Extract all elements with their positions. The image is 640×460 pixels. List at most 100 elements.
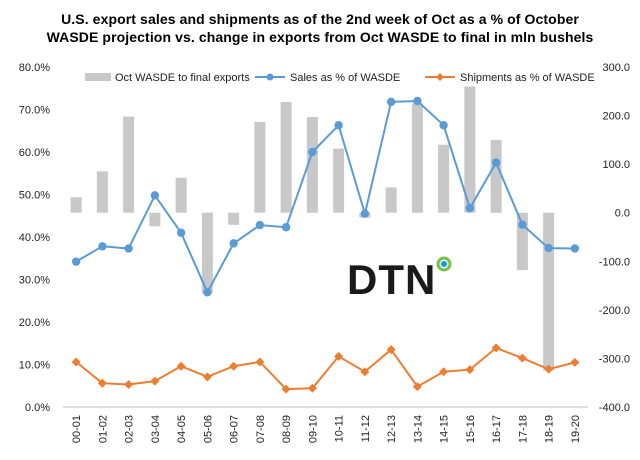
shipments-line [75,346,576,391]
legend-label-shipments: Shipments as % of WASDE [460,72,595,84]
sales-point [98,242,107,251]
bar [464,86,476,213]
x-tick-label: 03-04 [150,415,162,443]
shipments-point [491,343,501,353]
left-tick-label: 60.0% [19,147,50,159]
x-tick-label: 01-02 [97,415,109,443]
bar [96,171,108,213]
shipments-point [360,367,370,377]
dtn-logo: DTN [347,256,452,303]
shipments-point [255,357,265,367]
shipments-point [334,351,344,361]
right-tick-label: -200.0 [599,305,630,317]
right-tick-label: 0.0 [615,208,630,220]
sales-point [544,243,553,253]
bar-series-group [70,86,555,371]
bar [411,103,423,213]
sales-point [281,223,291,232]
bar [70,197,82,213]
shipments-point [412,382,422,392]
right-axis: -400.0 -300.0 -200.0 -100.0 0.0 100.0 200.0 300… [599,62,630,414]
left-axis: 0.0% 10.0% 20.0% 30.0% 40.0% 50.0% 60.0% 70.0% 8… [19,62,50,414]
right-tick-label: 300.0 [602,62,630,74]
shipments-point [229,361,239,371]
x-tick-label: 16-17 [491,415,503,443]
shipments-point [202,372,212,382]
shipments-point [517,353,527,363]
legend: Oct WASDE to final exports Sales as % of… [85,72,595,84]
sales-point [465,203,475,213]
shipments-point [176,361,186,371]
sales-point [124,244,133,253]
sales-point [308,147,317,157]
x-tick-label: 00-01 [71,415,83,443]
sales-point [491,158,501,167]
right-tick-label: -100.0 [599,256,630,268]
shipments-point [544,364,554,374]
right-tick-label: 100.0 [602,159,630,171]
shipments-point [439,367,449,377]
x-tick-label: 02-03 [124,415,136,443]
shipments-point [465,365,475,375]
left-tick-label: 0.0% [25,402,50,414]
dtn-logo-ring-outer [436,256,452,272]
bar [175,177,187,213]
shipments-point [71,357,81,367]
left-tick-label: 10.0% [19,360,50,372]
shipments-point [307,383,317,393]
bar [333,148,345,213]
shipments-point [124,379,134,389]
sales-point [176,228,186,237]
left-tick-label: 70.0% [19,105,50,117]
bar [201,212,213,293]
bar [490,139,502,213]
bar [123,116,135,213]
sales-point [518,220,527,229]
x-tick-label: 13-14 [412,415,424,443]
bar [149,212,161,227]
right-tick-label: -400.0 [599,402,630,414]
bar [385,187,397,213]
x-tick-label: 08-09 [281,415,293,443]
bar [228,212,240,225]
x-tick-label: 17-18 [517,415,529,443]
sales-point [255,220,265,230]
right-tick-label: 200.0 [602,111,630,123]
sales-point [386,97,396,107]
right-tick-label: -300.0 [599,353,630,365]
bar [438,144,450,213]
x-tick-label: 04-05 [176,415,188,443]
dtn-logo-ring-inner [441,261,447,267]
left-tick-label: 40.0% [19,232,50,244]
sales-line [75,99,575,295]
x-tick-label: 18-19 [544,415,556,443]
x-tick-label: 10-11 [334,415,346,442]
shipments-point [386,345,396,355]
x-axis: 00-01 01-02 02-03 03-04 04-05 05-06 06-07 07-08… [63,406,588,443]
x-tick-label: 12-13 [386,415,398,443]
sales-point [203,288,212,297]
left-tick-label: 30.0% [19,275,50,287]
x-tick-label: 11-12 [360,415,372,442]
shipments-point [97,378,107,388]
legend-marker-sales [266,73,274,81]
sales-point [439,121,448,130]
left-tick-label: 80.0% [19,62,50,74]
left-tick-label: 50.0% [19,190,50,202]
legend-label-sales: Sales as % of WASDE [290,72,400,84]
x-tick-label: 07-08 [255,415,267,443]
bar [516,212,528,271]
sales-point [334,121,343,130]
x-tick-label: 09-10 [307,415,319,443]
x-tick-label: 19-20 [570,415,582,443]
legend-swatch-bars [85,73,111,81]
legend-label-bars: Oct WASDE to final exports [115,72,250,84]
legend-marker-shipments [436,73,444,81]
chart-title-line1: U.S. export sales and shipments as of th… [61,11,579,27]
x-tick-label: 06-07 [229,415,241,443]
shipments-point [570,357,580,367]
left-tick-label: 20.0% [19,317,50,329]
shipments-point [150,376,160,386]
bar [543,212,555,371]
